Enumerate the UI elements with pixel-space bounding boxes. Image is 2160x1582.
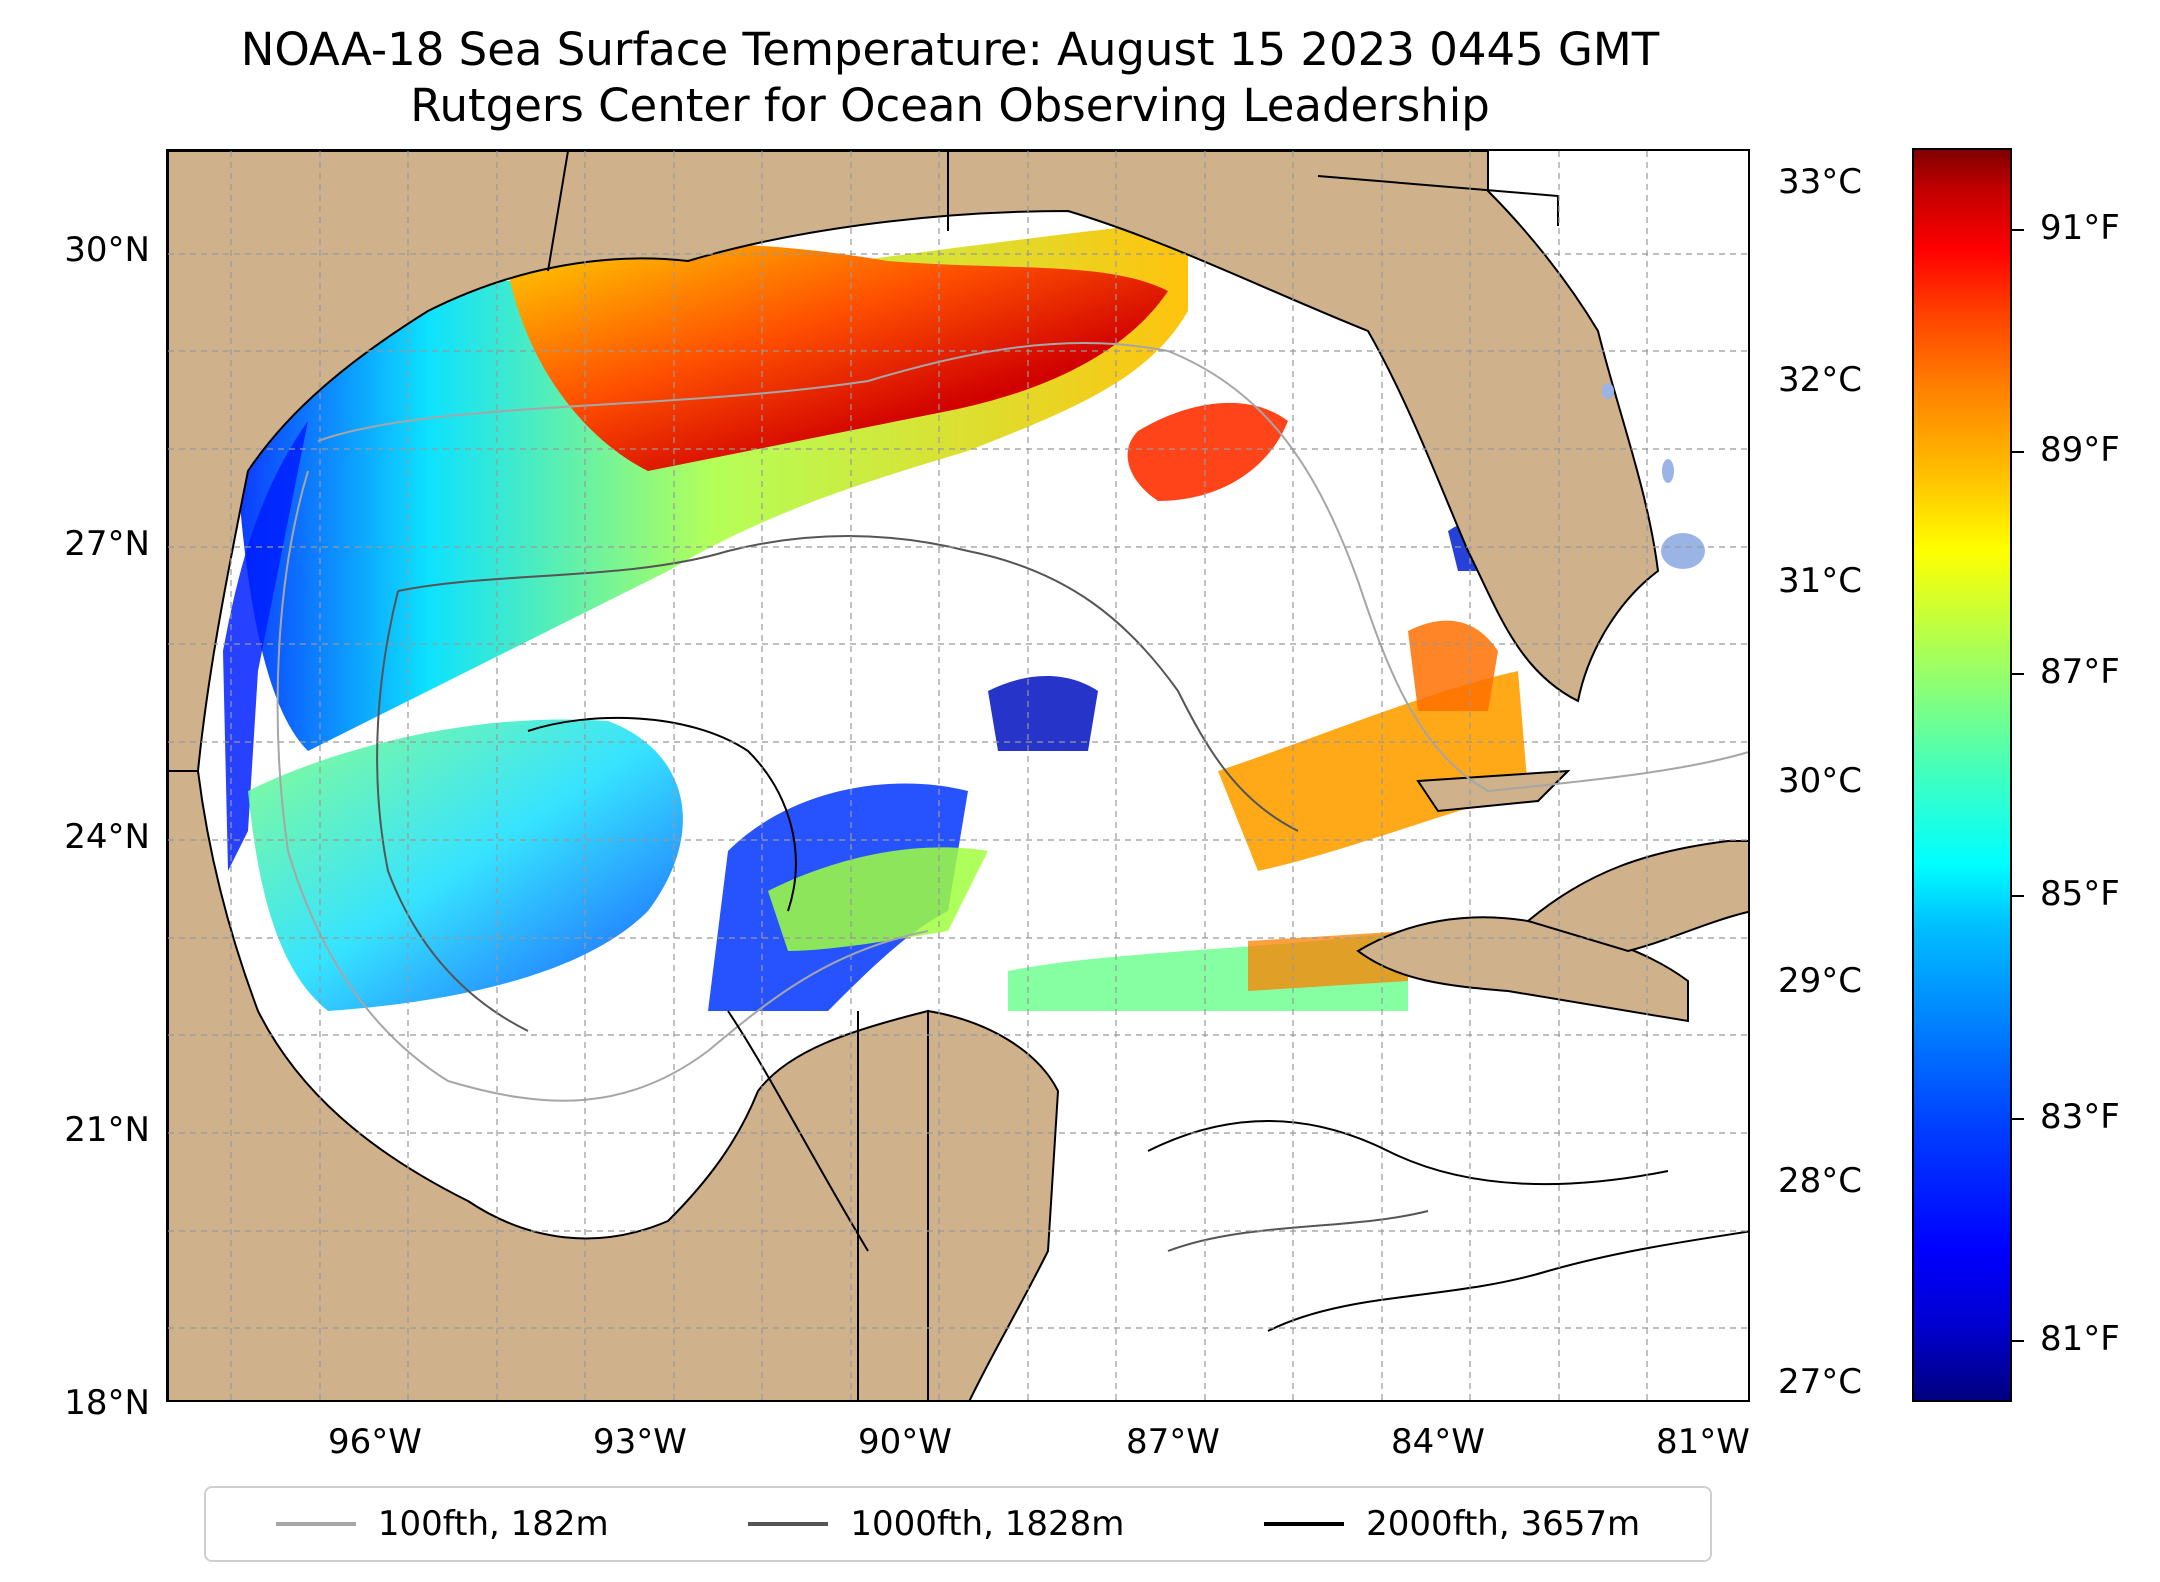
lat-label-18n: 18°N: [64, 1383, 150, 1423]
cbar-tick-85f: [2012, 895, 2024, 897]
sst-data-layer: [223, 221, 1528, 1011]
lon-label-96w: 96°W: [328, 1422, 422, 1462]
legend-line-100fth: [275, 1522, 356, 1526]
legend-line-2000fth: [1264, 1522, 1345, 1526]
cbar-label-91f: 91°F: [2040, 208, 2120, 248]
bathymetry-contours: [276, 341, 1748, 1332]
lon-label-93w: 93°W: [593, 1422, 687, 1462]
map-gridlines: [168, 151, 1748, 1400]
cbar-label-31c: 31°C: [1778, 561, 1863, 601]
cbar-tick-81f: [2012, 1340, 2024, 1342]
title-line-2: Rutgers Center for Ocean Observing Leade…: [410, 79, 1490, 132]
cbar-tick-83f: [2012, 1118, 2024, 1120]
cbar-tick-91f: [2012, 229, 2024, 231]
land-layer: [168, 151, 1748, 1400]
lon-label-87w: 87°W: [1126, 1422, 1220, 1462]
legend-item-2000fth: 2000fth, 3657m: [1264, 1504, 1640, 1544]
cbar-label-32c: 32°C: [1778, 360, 1863, 400]
map-canvas: [168, 151, 1748, 1400]
cbar-tick-87f: [2012, 673, 2024, 675]
legend-label-100fth: 100fth, 182m: [377, 1504, 609, 1544]
legend-label-1000fth: 1000fth, 1828m: [850, 1504, 1125, 1544]
legend-item-1000fth: 1000fth, 1828m: [748, 1504, 1124, 1544]
lakes: [1602, 383, 1705, 569]
title-line-1: NOAA-18 Sea Surface Temperature: August …: [240, 23, 1660, 76]
chart-title: NOAA-18 Sea Surface Temperature: August …: [0, 22, 1900, 134]
lon-label-84w: 84°W: [1391, 1422, 1485, 1462]
sst-map[interactable]: [166, 149, 1750, 1402]
cbar-label-87f: 87°F: [2040, 652, 2120, 692]
legend-line-1000fth: [748, 1522, 829, 1526]
cbar-label-89f: 89°F: [2040, 430, 2120, 470]
legend-label-2000fth: 2000fth, 3657m: [1366, 1504, 1641, 1544]
lat-label-27n: 27°N: [64, 524, 150, 564]
cbar-label-83f: 83°F: [2040, 1097, 2120, 1137]
legend-item-100fth: 100fth, 182m: [275, 1504, 609, 1544]
lat-label-30n: 30°N: [64, 230, 150, 270]
lat-label-21n: 21°N: [64, 1110, 150, 1150]
lat-label-24n: 24°N: [64, 817, 150, 857]
cbar-label-28c: 28°C: [1778, 1161, 1863, 1201]
cbar-label-30c: 30°C: [1778, 761, 1863, 801]
cbar-label-85f: 85°F: [2040, 874, 2120, 914]
cbar-tick-89f: [2012, 451, 2024, 453]
lon-label-81w: 81°W: [1656, 1422, 1750, 1462]
cbar-label-27c: 27°C: [1778, 1362, 1863, 1402]
cbar-label-81f: 81°F: [2040, 1319, 2120, 1359]
bathymetry-legend: 100fth, 182m 1000fth, 1828m 2000fth, 365…: [204, 1486, 1712, 1562]
cbar-label-33c: 33°C: [1778, 162, 1863, 202]
temperature-colorbar: [1912, 148, 2012, 1402]
cbar-label-29c: 29°C: [1778, 961, 1863, 1001]
lon-label-90w: 90°W: [858, 1422, 952, 1462]
